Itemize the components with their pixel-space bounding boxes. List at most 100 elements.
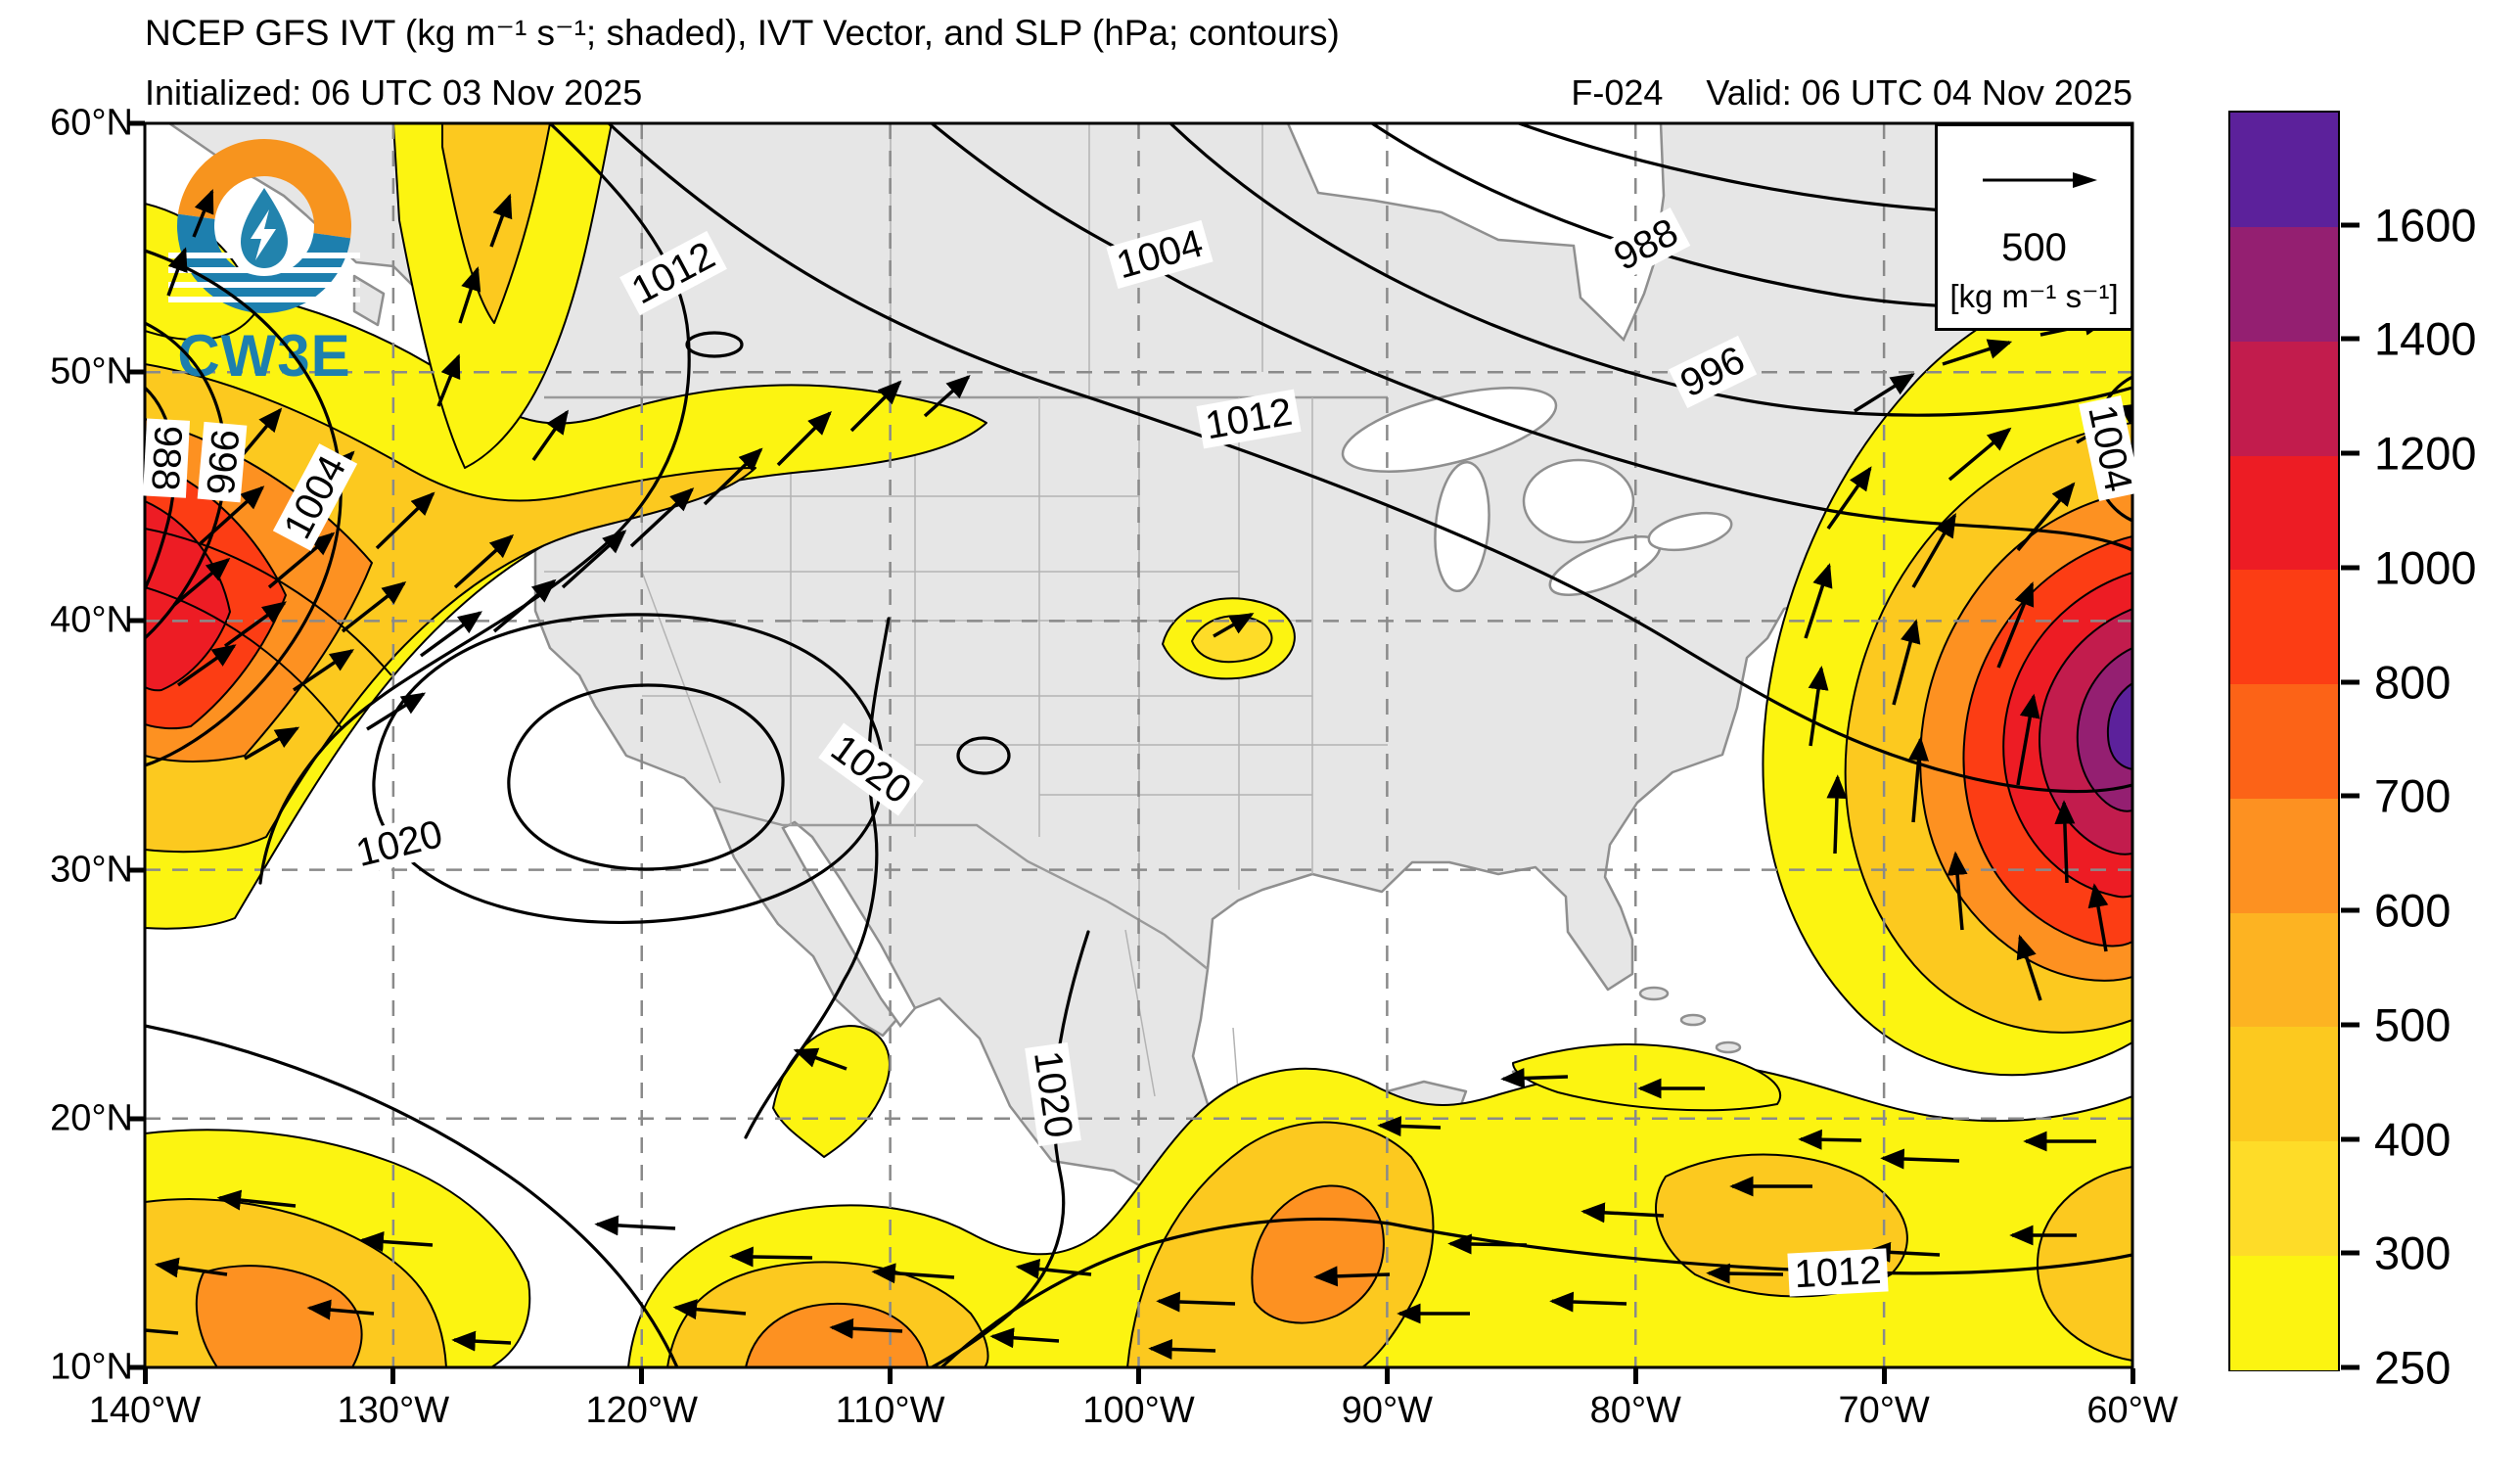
ivt-vector-arrow — [1549, 1291, 1627, 1313]
x-axis-tick — [390, 1368, 396, 1384]
colorbar-tick-label: 1400 — [2374, 312, 2477, 365]
reference-arrow-units: [kg m⁻¹ s⁻¹] — [1949, 278, 2119, 314]
ivt-vector-arrow — [2054, 800, 2076, 884]
ivt-vector-arrow — [729, 1246, 813, 1268]
y-axis-tick — [127, 618, 145, 624]
x-axis-tick-label: 80°W — [1589, 1390, 1681, 1431]
ivt-vector-arrow — [1854, 373, 1915, 413]
ivt-vector-arrows — [145, 189, 2132, 1360]
ivt-colorbar — [2228, 111, 2340, 1371]
x-axis-tick-label: 130°W — [337, 1390, 450, 1431]
ivt-vector-arrow — [1826, 466, 1872, 531]
ivt-vector-arrow — [366, 692, 427, 731]
contour-label: 1012 — [1787, 1248, 1889, 1297]
ivt-vector-arrow — [703, 447, 763, 506]
colorbar-tick — [2341, 1022, 2360, 1028]
colorbar-tick-label: 1000 — [2374, 541, 2477, 594]
ivt-vector-arrow — [154, 1257, 228, 1278]
ivt-vector-arrow — [1826, 774, 1848, 855]
y-axis-tick-label: 20°N — [50, 1097, 133, 1139]
ivt-vector-arrow — [359, 1231, 434, 1252]
valid-time-line: F-024 Valid: 06 UTC 04 Nov 2025 — [1571, 72, 2132, 114]
colorbar-tick — [2341, 679, 2360, 685]
y-axis-tick — [127, 120, 145, 126]
ivt-vector-arrow — [172, 557, 231, 607]
x-axis-tick-label: 90°W — [1341, 1390, 1434, 1431]
ivt-vector-arrow — [166, 247, 188, 297]
ivt-vector-arrow — [2016, 482, 2076, 552]
x-axis-tick — [639, 1368, 645, 1384]
ivt-vector-arrow — [458, 266, 481, 324]
cw3e-logo: CW3E — [168, 139, 360, 389]
y-axis-tick-label: 40°N — [50, 599, 133, 641]
ivt-vector-arrow — [1996, 581, 2035, 669]
x-axis-tick-label: 140°W — [88, 1390, 202, 1431]
colorbar-tick — [2341, 336, 2360, 342]
ivt-vector-arrow — [1808, 666, 1829, 747]
x-axis-tick-label: 120°W — [585, 1390, 698, 1431]
ivt-vector-arrow — [199, 485, 265, 545]
y-axis-tick-label: 30°N — [50, 849, 133, 891]
colorbar-tick-label: 1600 — [2374, 199, 2477, 252]
colorbar-segment — [2230, 569, 2338, 685]
logo-lightning-icon — [251, 209, 276, 260]
colorbar-tick — [2341, 450, 2360, 456]
colorbar-tick-label: 300 — [2374, 1226, 2451, 1279]
colorbar-segment — [2230, 912, 2338, 1028]
ivt-vector-arrow — [594, 1215, 676, 1236]
ivt-vector-arrow — [1908, 736, 1929, 823]
logo-text: CW3E — [177, 323, 350, 389]
colorbar-tick — [2341, 1250, 2360, 1256]
ivt-vector-arrow — [436, 353, 461, 407]
ivt-vector-arrow — [989, 1327, 1060, 1349]
y-axis-tick-label: 60°N — [50, 102, 133, 144]
vector-reference-legend: 500 [kg m⁻¹ s⁻¹] — [1935, 123, 2133, 331]
ivt-vector-arrow — [1911, 512, 1957, 588]
ivt-vector-arrow — [1942, 339, 2013, 366]
ivt-vector-arrow — [375, 491, 435, 550]
chart-title: NCEP GFS IVT (kg m⁻¹ s⁻¹; shaded), IVT V… — [145, 13, 1340, 53]
ivt-vector-arrow — [1798, 1129, 1862, 1150]
ivt-vector-arrow — [629, 487, 695, 548]
colorbar-tick — [2341, 1136, 2360, 1142]
ivt-vector-arrow — [293, 649, 355, 692]
ivt-vector-arrow — [489, 193, 513, 248]
lat-lon-gridlines — [145, 123, 2132, 1367]
colorbar-tick-label: 500 — [2374, 998, 2451, 1051]
logo-ring-orange — [177, 139, 351, 239]
colorbar-tick-label: 600 — [2374, 884, 2451, 937]
x-axis-tick-label: 70°W — [1838, 1390, 1930, 1431]
colorbar-segment — [2230, 683, 2338, 799]
x-axis-tick — [142, 1368, 148, 1384]
ivt-vector-arrow — [561, 530, 627, 589]
ivt-vector-arrow — [1313, 1266, 1391, 1287]
x-axis-tick — [1384, 1368, 1390, 1384]
y-axis-tick-label: 50°N — [50, 350, 133, 393]
colorbar-segment — [2230, 798, 2338, 913]
contour-label: 988 — [142, 418, 191, 498]
ivt-vector-arrow — [829, 1317, 903, 1339]
ivt-vector-arrow — [1880, 1148, 1960, 1170]
colorbar-segment — [2230, 455, 2338, 571]
x-axis-tick-label: 60°W — [2086, 1390, 2178, 1431]
ivt-vector-arrow — [1213, 612, 1255, 638]
colorbar-tick — [2341, 1364, 2360, 1370]
ivt-vector-arrow — [1947, 427, 2012, 482]
x-axis-tick-label: 110°W — [835, 1390, 945, 1431]
colorbar-tick-label: 1200 — [2374, 427, 2477, 480]
ivt-vector-arrow — [267, 532, 336, 589]
colorbar-tick-label: 800 — [2374, 656, 2451, 709]
ivt-vector-arrow — [306, 1299, 375, 1320]
ivt-vector-arrow — [793, 1047, 848, 1071]
ivt-vector-arrow — [776, 411, 832, 467]
x-axis-tick — [2130, 1368, 2135, 1384]
x-axis-tick — [1881, 1368, 1887, 1384]
initialization-time: Initialized: 06 UTC 03 Nov 2025 — [145, 72, 643, 113]
ivt-vector-arrow — [871, 1263, 955, 1284]
colorbar-segment — [2230, 113, 2338, 228]
ivt-vector-arrow — [341, 580, 407, 633]
colorbar-segment — [2230, 1026, 2338, 1142]
colorbar-tick-label: 250 — [2374, 1341, 2451, 1394]
colorbar-tick-label: 400 — [2374, 1113, 2451, 1166]
